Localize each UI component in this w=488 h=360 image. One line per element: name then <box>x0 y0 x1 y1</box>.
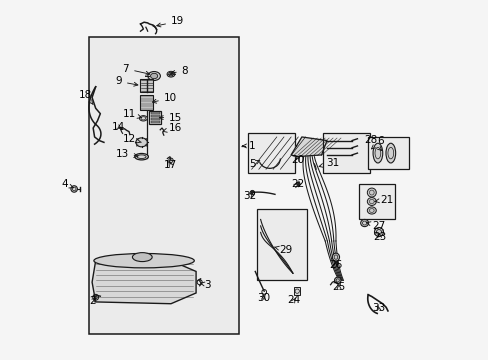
Ellipse shape <box>94 253 194 268</box>
Bar <box>150 115 159 117</box>
Text: 7: 7 <box>122 64 149 75</box>
Text: 20: 20 <box>290 155 304 165</box>
Bar <box>150 121 159 123</box>
Bar <box>359 184 394 220</box>
Text: 12: 12 <box>122 134 141 144</box>
Bar <box>150 112 159 114</box>
Text: 32: 32 <box>242 191 255 201</box>
Text: 2: 2 <box>89 296 96 306</box>
Bar <box>257 209 306 280</box>
Text: 21: 21 <box>374 195 392 205</box>
Ellipse shape <box>132 253 152 262</box>
Text: 26: 26 <box>328 260 341 270</box>
Text: 17: 17 <box>163 159 177 170</box>
Text: 22: 22 <box>290 179 304 189</box>
Text: 15: 15 <box>159 113 182 123</box>
Ellipse shape <box>334 277 340 284</box>
Text: 27: 27 <box>366 221 384 231</box>
Bar <box>367 137 408 169</box>
Bar <box>140 78 153 92</box>
Ellipse shape <box>167 71 175 77</box>
Bar <box>293 287 300 296</box>
Ellipse shape <box>366 198 376 206</box>
Ellipse shape <box>150 73 158 79</box>
Text: 18: 18 <box>79 90 93 105</box>
Ellipse shape <box>168 72 173 76</box>
Ellipse shape <box>332 253 339 261</box>
Bar <box>149 111 161 125</box>
Text: 16: 16 <box>163 123 182 133</box>
Text: 4: 4 <box>61 179 73 189</box>
Ellipse shape <box>71 186 77 192</box>
Text: 8: 8 <box>171 66 188 76</box>
Text: 31: 31 <box>319 158 339 168</box>
Text: 3: 3 <box>200 280 210 290</box>
Ellipse shape <box>139 116 147 121</box>
Ellipse shape <box>147 72 160 81</box>
Ellipse shape <box>366 188 376 197</box>
Ellipse shape <box>360 220 368 226</box>
Text: 5: 5 <box>248 159 259 169</box>
Text: 25: 25 <box>332 282 345 292</box>
Polygon shape <box>290 137 326 157</box>
Text: 9: 9 <box>115 76 138 86</box>
Text: 33: 33 <box>371 303 384 314</box>
Ellipse shape <box>366 207 376 214</box>
Text: 14: 14 <box>112 122 125 132</box>
Text: 13: 13 <box>115 149 138 159</box>
Text: 24: 24 <box>287 295 300 305</box>
Text: 6: 6 <box>371 136 383 149</box>
Text: 23: 23 <box>372 232 386 242</box>
Text: 10: 10 <box>152 93 177 103</box>
Text: 11: 11 <box>122 109 141 119</box>
Bar <box>323 134 369 173</box>
Text: 28: 28 <box>363 135 381 150</box>
Ellipse shape <box>136 138 147 147</box>
Ellipse shape <box>135 153 148 160</box>
Text: 1: 1 <box>242 141 255 151</box>
Text: 30: 30 <box>257 293 270 303</box>
Text: 29: 29 <box>274 245 292 255</box>
Ellipse shape <box>374 228 383 237</box>
Bar <box>88 37 239 334</box>
Bar <box>247 134 294 173</box>
Ellipse shape <box>372 143 382 163</box>
PathPatch shape <box>92 261 196 304</box>
Text: 19: 19 <box>157 17 184 27</box>
Bar <box>150 118 159 120</box>
Ellipse shape <box>385 143 395 163</box>
Bar <box>140 95 153 110</box>
